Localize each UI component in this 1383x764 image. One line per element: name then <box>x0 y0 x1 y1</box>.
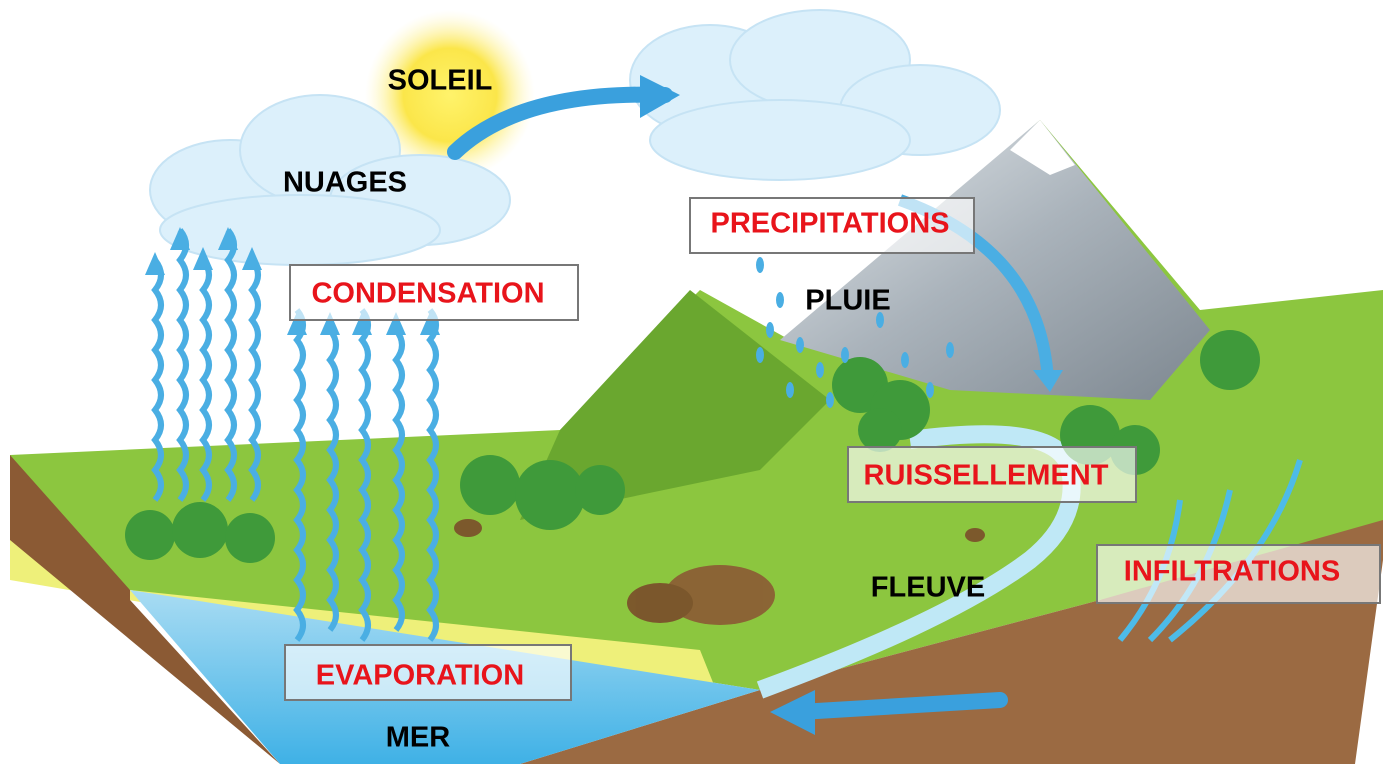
place-label: NUAGES <box>283 167 407 199</box>
process-label: PRECIPITATIONS <box>711 208 950 240</box>
raindrop <box>816 362 824 378</box>
raindrop <box>841 347 849 363</box>
process-label: INFILTRATIONS <box>1124 556 1340 588</box>
raindrop <box>766 322 774 338</box>
process-label: EVAPORATION <box>316 660 524 692</box>
water-cycle-diagram: SOLEIL NUAGES PLUIE FLEUVE MER CONDENSAT… <box>0 0 1383 764</box>
raindrop <box>946 342 954 358</box>
wavy-arrow <box>252 260 258 500</box>
raindrop <box>756 257 764 273</box>
place-label: MER <box>386 722 451 754</box>
place-label: SOLEIL <box>388 65 493 97</box>
process-label: RUISSELLEMENT <box>864 460 1109 492</box>
raindrop <box>756 347 764 363</box>
process-label: CONDENSATION <box>311 278 544 310</box>
place-label: PLUIE <box>805 285 890 317</box>
wavy-arrow <box>203 260 209 500</box>
wavy-arrow <box>155 260 161 500</box>
raindrop <box>776 292 784 308</box>
raindrop <box>796 337 804 353</box>
raindrop <box>926 382 934 398</box>
raindrop <box>826 392 834 408</box>
wavy-arrow-head <box>145 252 165 275</box>
raindrop <box>786 382 794 398</box>
illustration <box>10 10 1383 764</box>
raindrop <box>901 352 909 368</box>
place-label: FLEUVE <box>871 572 985 604</box>
